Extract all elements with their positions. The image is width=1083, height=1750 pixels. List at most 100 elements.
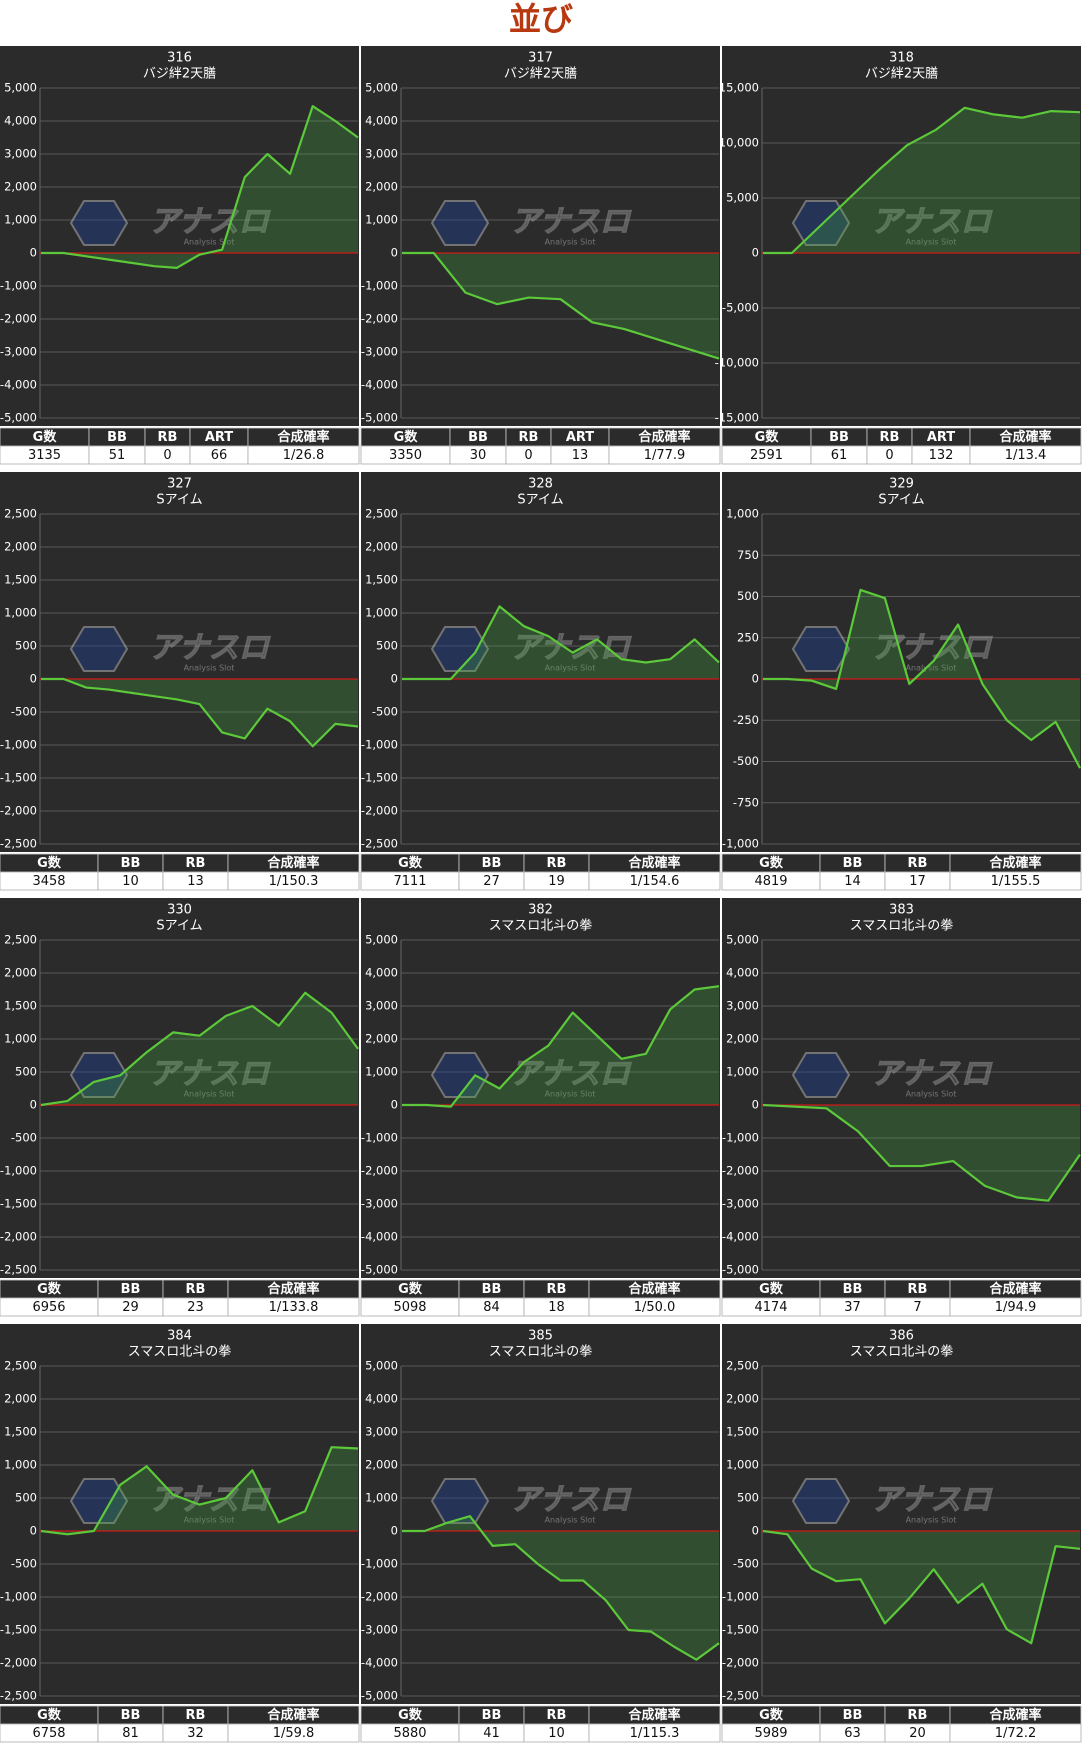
table-header: RB [158,430,178,445]
table-value: 1/59.8 [273,1726,315,1741]
y-tick-label: 4,000 [365,1392,398,1406]
y-tick-label: 2,500 [4,933,37,947]
table-header: BB [468,430,488,445]
y-tick-label: 5,000 [365,933,398,947]
y-tick-label: 2,000 [726,1392,759,1406]
y-tick-label: 2,000 [4,966,37,980]
y-tick-label: -4,000 [0,378,37,392]
y-tick-label: 0 [752,246,759,260]
y-tick-label: 3,000 [365,147,398,161]
table-header: 合成確率 [267,1707,319,1723]
table-cell [949,1297,1082,1317]
y-tick-label: 4,000 [365,114,398,128]
y-tick-label: 2,000 [365,180,398,194]
table-header: BB [121,1708,141,1723]
y-tick-label: 15,000 [719,81,759,95]
y-tick-label: -1,000 [0,1164,37,1178]
y-tick-label: 2,500 [726,1359,759,1373]
watermark-logo [69,626,129,672]
watermark-logo [430,1478,490,1524]
y-tick-label: -1,000 [361,1557,398,1571]
y-tick-label: 500 [376,639,398,653]
y-tick-label: -1,000 [361,1131,398,1145]
table-cell [588,1723,721,1743]
panel-background [722,1324,1081,1704]
y-tick-label: -2,500 [722,1689,759,1703]
table-header: RB [547,856,567,871]
table-header: 合成確率 [628,855,680,871]
watermark-tagline: Analysis Slot [545,1516,596,1525]
y-tick-label: -2,000 [0,804,37,818]
y-tick-label: -3,000 [361,1623,398,1637]
table-header: RB [880,430,900,445]
table-header: 合成確率 [267,1281,319,1297]
y-tick-label: -250 [733,713,759,727]
table-header: BB [482,1282,502,1297]
y-tick-label: 0 [752,1524,759,1538]
y-tick-label: 3,000 [365,999,398,1013]
y-tick-label: 5,000 [365,81,398,95]
table-header: G数 [37,855,62,871]
table-header: RB [519,430,539,445]
y-tick-label: 0 [30,246,37,260]
data-line [763,588,1081,769]
table-value: 27 [483,874,500,889]
table-header: RB [908,856,928,871]
area-fill [402,253,719,359]
area-fill [763,1105,1080,1201]
table-value: 0 [163,448,171,463]
chart-title: 385 [528,1329,553,1344]
y-tick-label: 2,000 [4,180,37,194]
y-tick-label: -1,000 [722,1590,759,1604]
y-tick-label: -750 [733,795,759,809]
y-tick-label: -2,000 [361,1590,398,1604]
watermark-tagline: Analysis Slot [184,1090,235,1099]
y-tick-label: 10,000 [719,136,759,150]
y-tick-label: 0 [391,1098,398,1112]
table-value: 20 [909,1726,926,1741]
data-line [40,991,359,1107]
y-tick-label: 1,000 [365,1065,398,1079]
table-value: 13 [572,448,589,463]
data-line [402,1515,720,1661]
watermark-name: アナスロ [149,1483,270,1518]
y-tick-label: 3,000 [4,147,37,161]
watermark-logo [430,200,490,246]
y-tick-label: 0 [752,672,759,686]
watermark-logo [791,1478,851,1524]
y-tick-label: 4,000 [4,114,37,128]
y-tick-label: 2,500 [4,507,37,521]
table-header: 合成確率 [638,429,690,445]
table-value: 29 [122,1300,139,1315]
data-line [40,1446,359,1536]
table-value: 1/72.2 [995,1726,1037,1741]
watermark-name: アナスロ [871,1483,992,1518]
watermark-name: アナスロ [149,205,270,240]
table-value: 63 [844,1726,861,1741]
table-header: G数 [398,1281,423,1297]
data-line [41,677,359,748]
table-cell [949,871,1082,891]
chart-subtitle: スマスロ北斗の拳 [128,1344,232,1360]
table-header: 合成確率 [999,429,1051,445]
chart-subtitle: スマスロ北斗の拳 [850,918,954,934]
table-value: 10 [122,874,139,889]
y-tick-label: 1,000 [4,606,37,620]
y-tick-label: 500 [737,1491,759,1505]
y-tick-label: -500 [11,1131,37,1145]
page-title: 並び [509,0,573,38]
y-tick-label: -1,000 [361,279,398,293]
y-tick-label: 0 [30,672,37,686]
table-header: G数 [759,855,784,871]
y-tick-label: -4,000 [361,1656,398,1670]
y-tick-label: -2,000 [722,1656,759,1670]
y-tick-label: 500 [15,1065,37,1079]
table-value: 7111 [393,874,426,889]
panel-background [0,46,359,426]
table-header: 合成確率 [989,1281,1041,1297]
y-tick-label: -5,000 [722,301,759,315]
